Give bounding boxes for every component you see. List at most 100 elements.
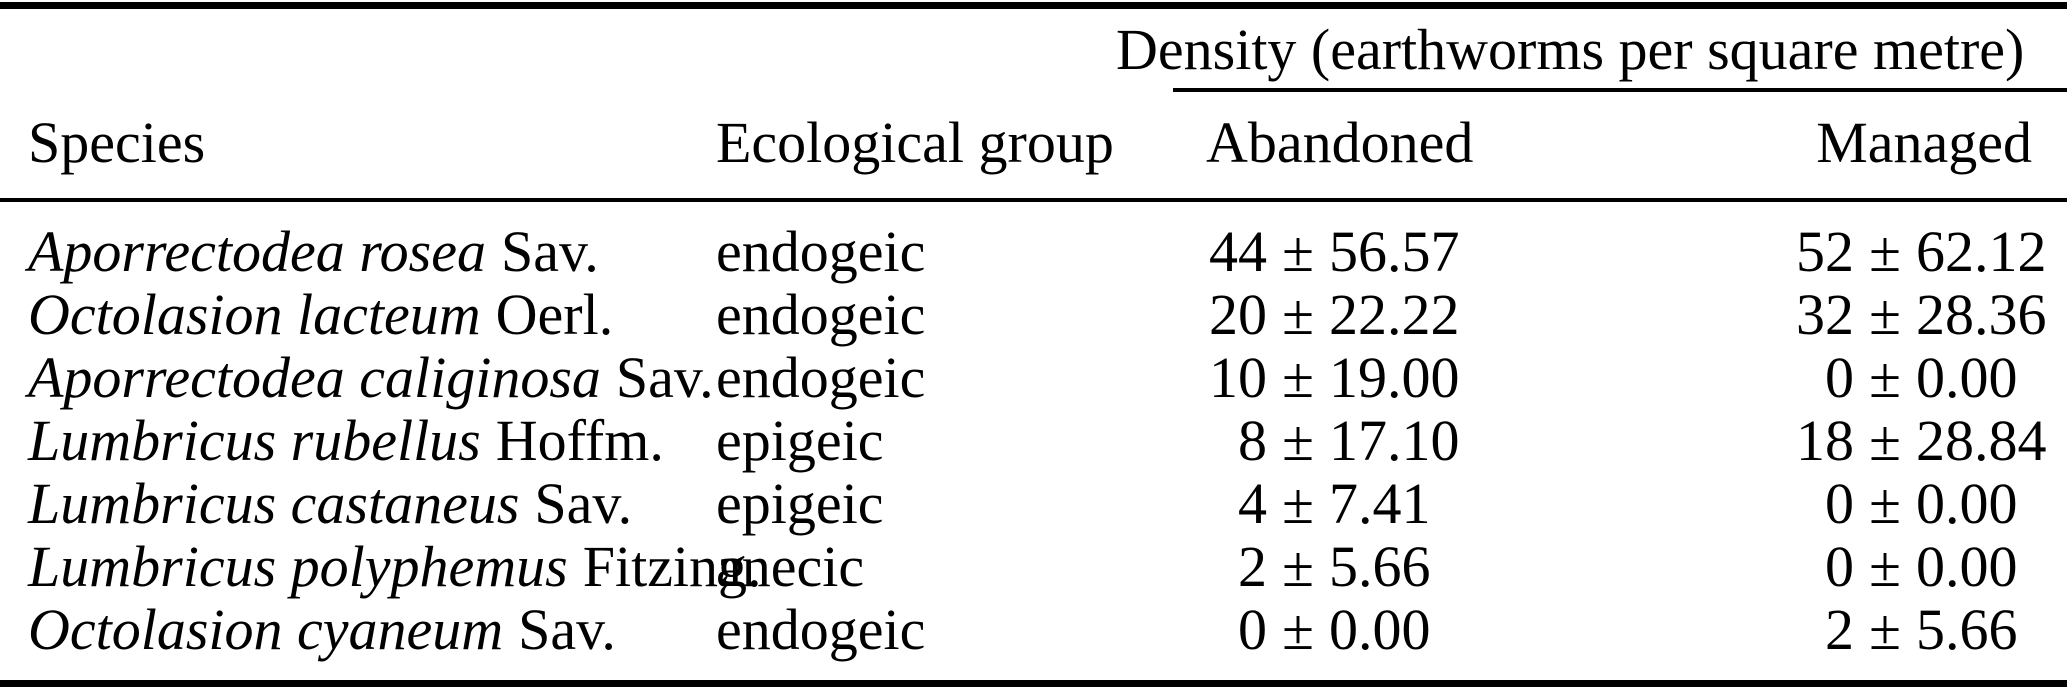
- abandoned-density-value: 20 ± 22.22: [1197, 281, 1460, 347]
- bottom-rule: [0, 680, 2067, 687]
- managed-density-value: 32 ± 28.36: [1784, 281, 2047, 347]
- mean-value: 8: [1238, 407, 1267, 473]
- abandoned-density-value: 0 ± 0.00: [1197, 596, 1431, 662]
- mean-value: 0: [1825, 533, 1854, 599]
- mean-value: 18: [1796, 407, 1854, 473]
- table-row: Aporrectodea caliginosa Sav. endogeic 10…: [0, 344, 2067, 410]
- plus-minus-sign: ±: [1282, 281, 1314, 347]
- species-name: Lumbricus rubellus: [28, 407, 481, 473]
- mean-value: 52: [1796, 218, 1854, 284]
- species-authority: Sav.: [501, 218, 599, 284]
- species-cell: Lumbricus polyphemus Fitzing.: [28, 533, 762, 599]
- mean-value: 10: [1209, 344, 1267, 410]
- species-cell: Aporrectodea rosea Sav.: [28, 218, 599, 284]
- ecological-group-value: endogeic: [716, 344, 926, 410]
- species-column-header: Species: [28, 109, 206, 175]
- table-row: Lumbricus rubellus Hoffm. epigeic 8 ± 17…: [0, 407, 2067, 473]
- species-cell: Lumbricus castaneus Sav.: [28, 470, 633, 536]
- mean-value: 20: [1209, 281, 1267, 347]
- mean-value: 0: [1825, 344, 1854, 410]
- species-authority: Sav.: [534, 470, 633, 536]
- sd-value: 5.66: [1329, 533, 1431, 599]
- top-rule: [0, 2, 2067, 9]
- density-spanner-rule: [1173, 88, 2067, 92]
- sd-value: 7.41: [1329, 470, 1431, 536]
- mean-value: 32: [1796, 281, 1854, 347]
- species-cell: Octolasion lacteum Oerl.: [28, 281, 614, 347]
- ecological-group-value: epigeic: [716, 470, 884, 536]
- sd-value: 0.00: [1329, 596, 1431, 662]
- sd-value: 17.10: [1329, 407, 1460, 473]
- density-spanner-label: Density (earthworms per square metre): [1116, 14, 2024, 84]
- species-authority: Fitzing.: [582, 533, 762, 599]
- species-name: Lumbricus polyphemus: [28, 533, 568, 599]
- abandoned-density-value: 44 ± 56.57: [1197, 218, 1460, 284]
- mean-value: 4: [1238, 470, 1267, 536]
- sd-value: 0.00: [1916, 470, 2018, 536]
- density-spanner-text: Density (earthworms per square metre): [1116, 16, 2025, 82]
- species-cell: Octolasion cyaneum Sav.: [28, 596, 616, 662]
- species-authority: Sav.: [615, 344, 714, 410]
- plus-minus-sign: ±: [1282, 407, 1314, 473]
- plus-minus-sign: ±: [1869, 533, 1901, 599]
- mean-value: 2: [1825, 596, 1854, 662]
- sd-value: 22.22: [1329, 281, 1460, 347]
- managed-density-value: 0 ± 0.00: [1784, 470, 2018, 536]
- plus-minus-sign: ±: [1282, 470, 1314, 536]
- mean-value: 2: [1238, 533, 1267, 599]
- species-cell: Aporrectodea caliginosa Sav.: [28, 344, 714, 410]
- species-authority: Oerl.: [495, 281, 614, 347]
- sd-value: 19.00: [1329, 344, 1460, 410]
- ecological-group-column-header: Ecological group: [716, 109, 1114, 175]
- plus-minus-sign: ±: [1282, 533, 1314, 599]
- plus-minus-sign: ±: [1869, 596, 1901, 662]
- table-row: Octolasion lacteum Oerl. endogeic 20 ± 2…: [0, 281, 2067, 347]
- ecological-group-value: endogeic: [716, 281, 926, 347]
- ecological-group-value: endogeic: [716, 596, 926, 662]
- species-name: Aporrectodea rosea: [28, 218, 486, 284]
- managed-density-value: 18 ± 28.84: [1784, 407, 2047, 473]
- plus-minus-sign: ±: [1869, 281, 1901, 347]
- species-name: Lumbricus castaneus: [28, 470, 520, 536]
- ecological-group-value: epigeic: [716, 407, 884, 473]
- managed-density-value: 0 ± 0.00: [1784, 344, 2018, 410]
- species-name: Octolasion lacteum: [28, 281, 481, 347]
- sd-value: 28.84: [1916, 407, 2047, 473]
- sd-value: 56.57: [1329, 218, 1460, 284]
- managed-density-value: 2 ± 5.66: [1784, 596, 2018, 662]
- abandoned-density-value: 8 ± 17.10: [1197, 407, 1460, 473]
- sd-value: 62.12: [1916, 218, 2047, 284]
- plus-minus-sign: ±: [1869, 218, 1901, 284]
- species-authority: Hoffm.: [495, 407, 664, 473]
- sd-value: 0.00: [1916, 344, 2018, 410]
- table-row: Octolasion cyaneum Sav. endogeic 0 ± 0.0…: [0, 596, 2067, 662]
- header-rule: [0, 198, 2067, 202]
- plus-minus-sign: ±: [1282, 344, 1314, 410]
- plus-minus-sign: ±: [1869, 344, 1901, 410]
- species-authority: Sav.: [518, 596, 616, 662]
- managed-column-header: Managed: [1816, 109, 2032, 175]
- ecological-group-value: anecic: [716, 533, 865, 599]
- table-row: Aporrectodea rosea Sav. endogeic 44 ± 56…: [0, 218, 2067, 284]
- sd-value: 28.36: [1916, 281, 2047, 347]
- plus-minus-sign: ±: [1282, 218, 1314, 284]
- table-row: Lumbricus polyphemus Fitzing. anecic 2 ±…: [0, 533, 2067, 599]
- sd-value: 5.66: [1916, 596, 2018, 662]
- plus-minus-sign: ±: [1869, 407, 1901, 473]
- abandoned-density-value: 4 ± 7.41: [1197, 470, 1431, 536]
- managed-density-value: 0 ± 0.00: [1784, 533, 2018, 599]
- sd-value: 0.00: [1916, 533, 2018, 599]
- species-cell: Lumbricus rubellus Hoffm.: [28, 407, 664, 473]
- species-name: Octolasion cyaneum: [28, 596, 504, 662]
- plus-minus-sign: ±: [1282, 596, 1314, 662]
- species-name: Aporrectodea caliginosa: [28, 344, 601, 410]
- mean-value: 0: [1825, 470, 1854, 536]
- abandoned-density-value: 10 ± 19.00: [1197, 344, 1460, 410]
- plus-minus-sign: ±: [1869, 470, 1901, 536]
- mean-value: 44: [1209, 218, 1267, 284]
- table-row: Lumbricus castaneus Sav. epigeic 4 ± 7.4…: [0, 470, 2067, 536]
- abandoned-density-value: 2 ± 5.66: [1197, 533, 1431, 599]
- managed-density-value: 52 ± 62.12: [1784, 218, 2047, 284]
- mean-value: 0: [1238, 596, 1267, 662]
